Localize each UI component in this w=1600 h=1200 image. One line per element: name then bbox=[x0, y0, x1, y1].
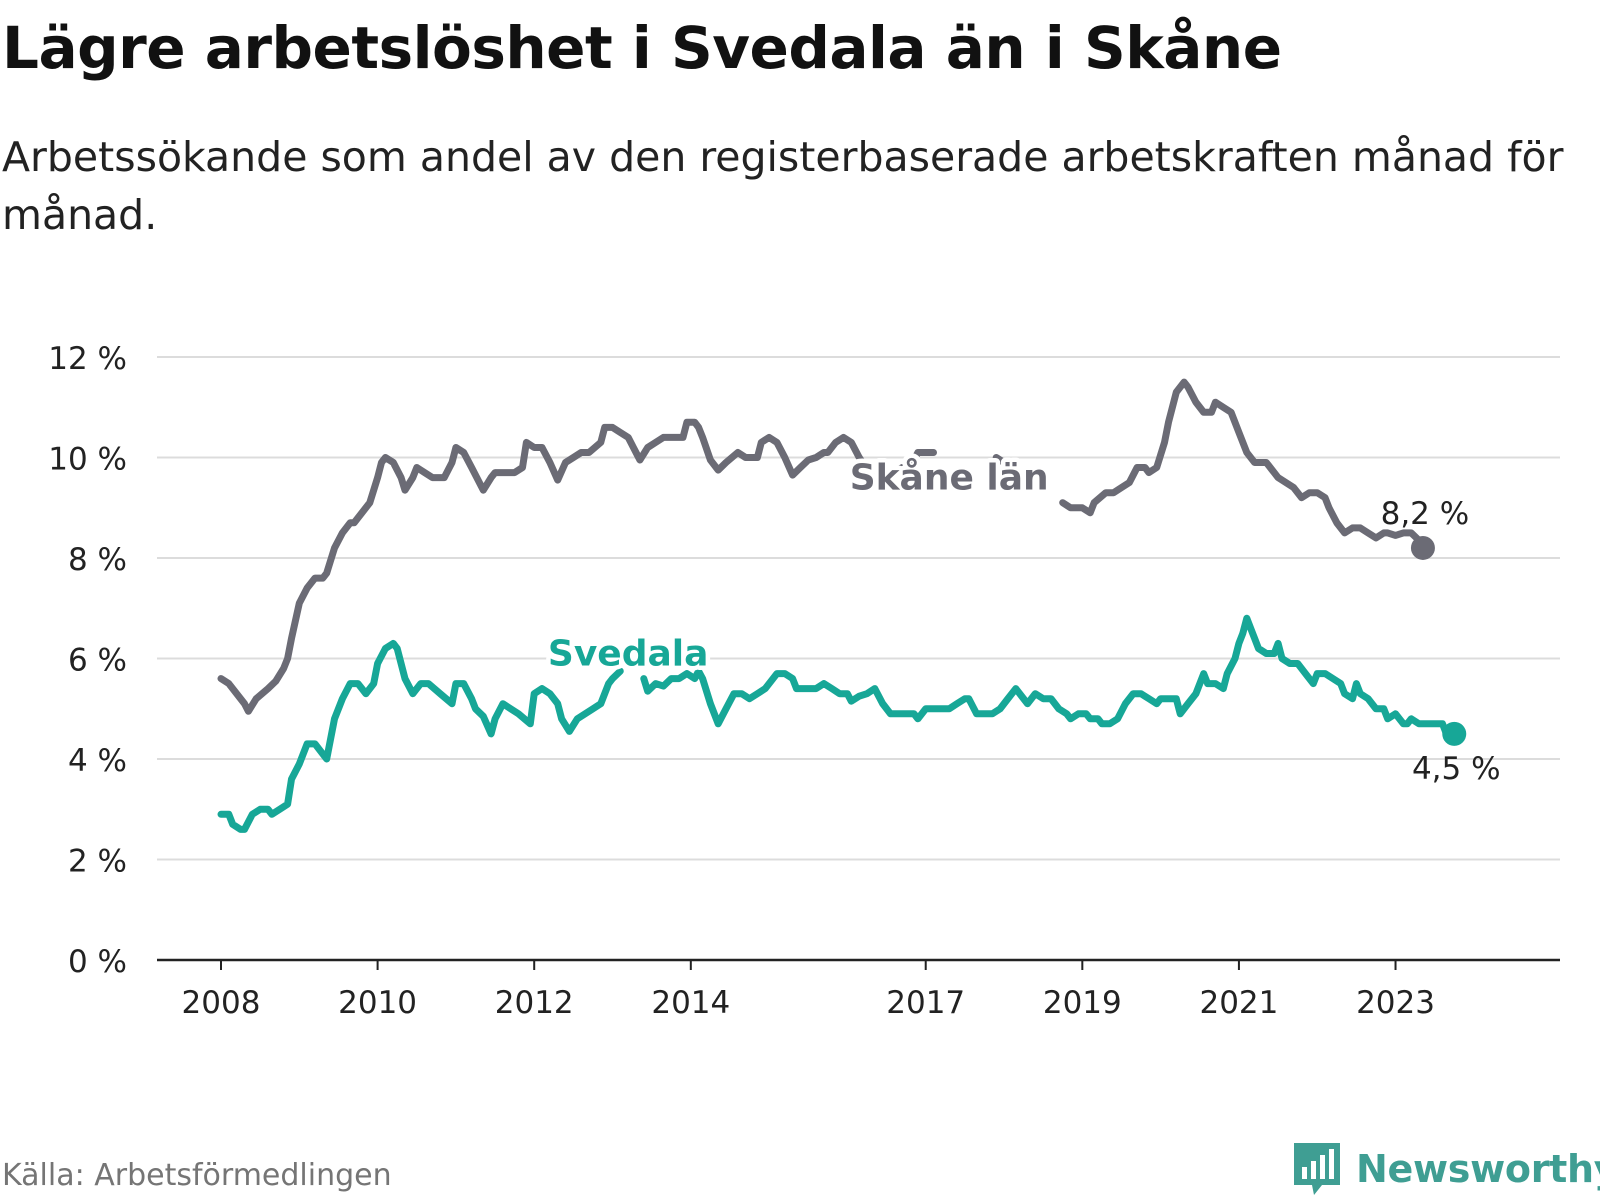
end-marker-sk-ne-l-n bbox=[1410, 535, 1435, 560]
chart-labels: 8,2 % 4,5 % Skåne län Svedala bbox=[543, 453, 1501, 787]
y-tick-label: 2 % bbox=[68, 844, 127, 880]
x-tick-label: 2014 bbox=[651, 985, 730, 1021]
series-line-svedala bbox=[640, 614, 1458, 738]
y-tick-label: 4 % bbox=[68, 743, 127, 779]
grid-lines bbox=[157, 356, 1560, 861]
series-line-sk-ne-l-n bbox=[1059, 378, 1427, 552]
x-tick-label: 2010 bbox=[338, 985, 417, 1021]
end-value-label-sk-ne-l-n: 8,2 % bbox=[1381, 496, 1470, 532]
bar-chart-speech-bubble-icon bbox=[1294, 1143, 1340, 1195]
x-tick-label: 2023 bbox=[1356, 985, 1435, 1021]
x-axis: 2008 2010 2012 2014 2017 2019 2021 2023 bbox=[157, 958, 1560, 1021]
brand-name: Newsworthy bbox=[1356, 1147, 1600, 1191]
page-title: Lägre arbetslöshet i Svedala än i Skåne bbox=[2, 14, 1282, 82]
y-tick-label: 12 % bbox=[48, 341, 127, 377]
y-tick-label: 0 % bbox=[68, 944, 127, 980]
source-note: Källa: Arbetsförmedlingen bbox=[2, 1158, 392, 1193]
series-label-svedala: Svedala bbox=[548, 633, 709, 674]
series-label-sk-ne-l-n: Skåne län bbox=[850, 458, 1049, 499]
x-tick-label: 2008 bbox=[182, 985, 261, 1021]
x-tick-label: 2019 bbox=[1043, 985, 1122, 1021]
y-tick-label: 6 % bbox=[68, 643, 127, 679]
x-tick-label: 2021 bbox=[1199, 985, 1278, 1021]
end-value-label-svedala: 4,5 % bbox=[1412, 751, 1501, 787]
x-tick-label: 2012 bbox=[495, 985, 574, 1021]
chart-subtitle: Arbetssökande som andel av den registerb… bbox=[2, 133, 1564, 239]
brand-logo[interactable]: Newsworthy bbox=[1292, 1141, 1600, 1197]
y-tick-label: 8 % bbox=[68, 542, 127, 578]
y-tick-label: 10 % bbox=[48, 442, 127, 478]
series-line-sk-ne-l-n bbox=[217, 418, 937, 715]
series-line-sk-ne-l-n bbox=[992, 454, 1008, 466]
series-lines bbox=[217, 378, 1467, 833]
end-marker-svedala bbox=[1442, 721, 1467, 746]
x-tick-label: 2017 bbox=[886, 985, 965, 1021]
series-line-svedala bbox=[217, 639, 624, 833]
y-axis-ticks: 0 % 2 % 4 % 6 % 8 % 10 % 12 % bbox=[48, 341, 127, 980]
line-chart: 0 % 2 % 4 % 6 % 8 % 10 % 12 % 2008 2010 2012 2014… bbox=[48, 341, 1560, 1021]
